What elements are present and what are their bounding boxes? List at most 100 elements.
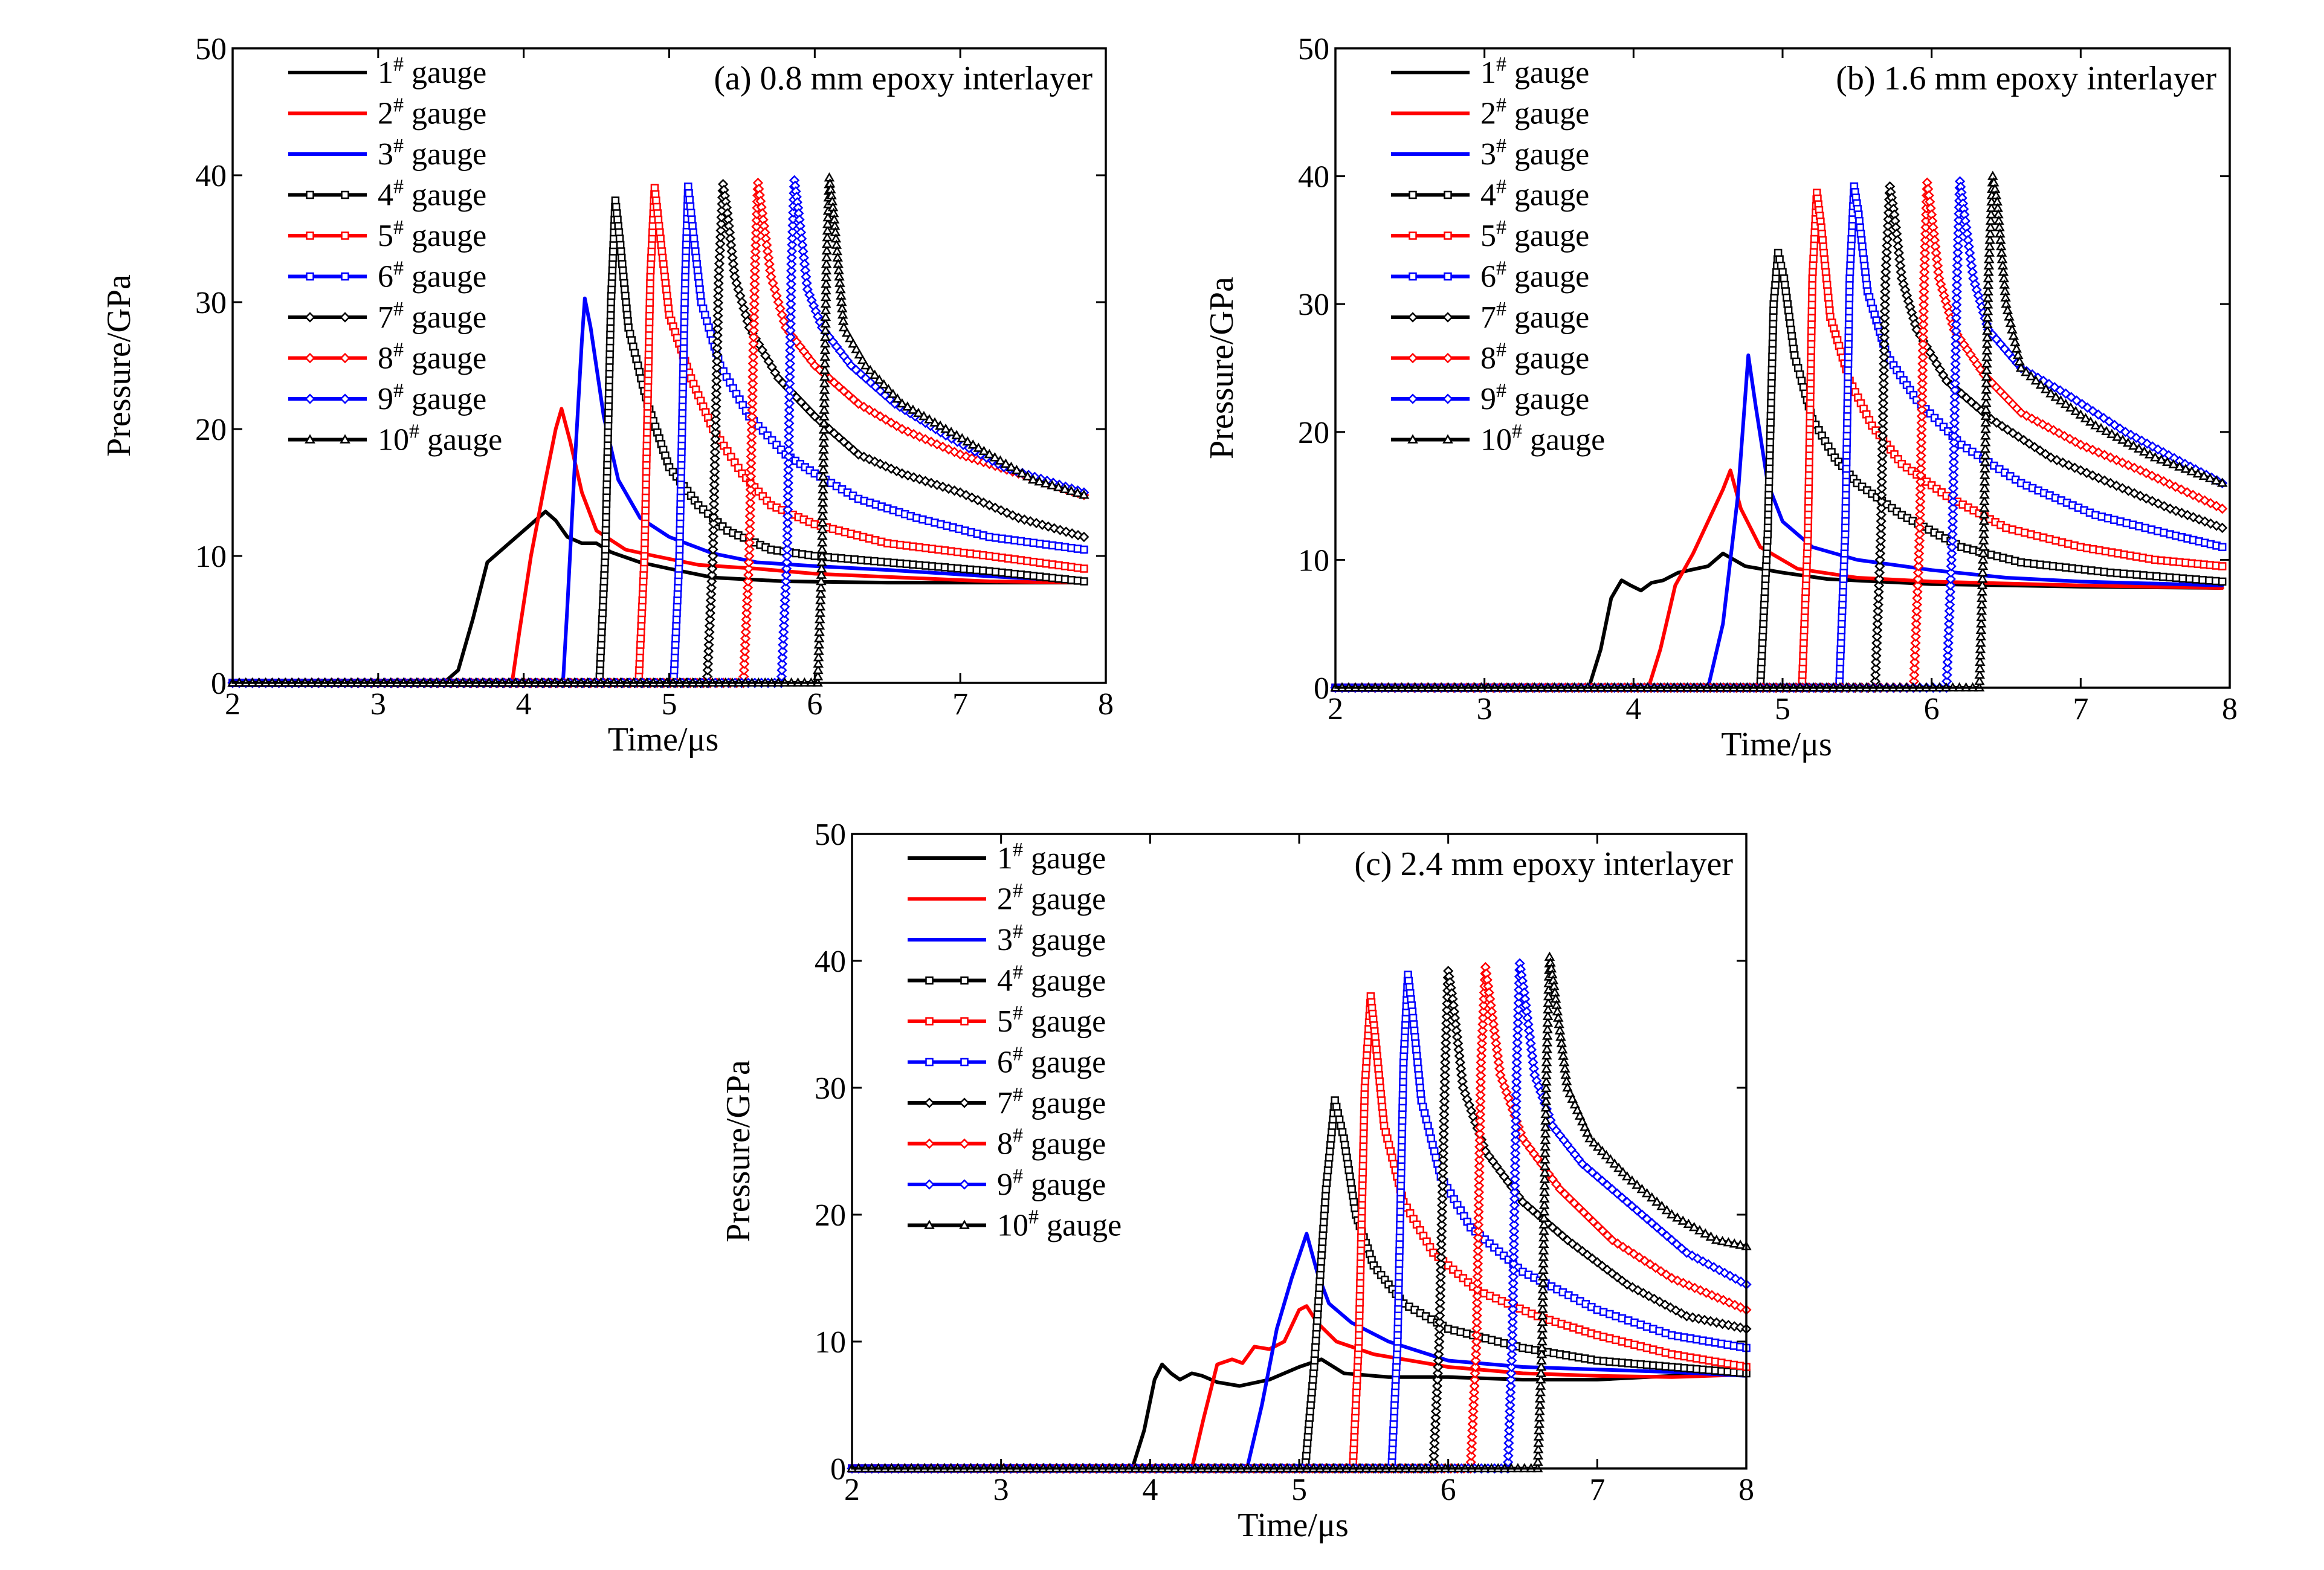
series-marker-10 (1978, 541, 1989, 551)
series-marker-8 (1916, 450, 1926, 461)
series-marker-8 (743, 576, 754, 587)
series-marker-9 (782, 544, 793, 555)
series-marker-6 (678, 402, 687, 411)
legend-marker-4 (1444, 190, 1452, 199)
series-marker-5 (1809, 248, 1818, 257)
legend-marker-9 (305, 393, 315, 404)
series-marker-4 (1319, 1218, 1328, 1227)
series-marker-6 (1841, 497, 1850, 506)
series-marker-4 (1769, 306, 1778, 315)
series-marker-7 (1876, 529, 1887, 540)
series-marker-6 (1842, 477, 1850, 486)
series-group (847, 951, 1752, 1474)
series-marker-9 (1507, 1329, 1518, 1340)
series-marker-5 (1361, 1077, 1369, 1085)
series-marker-5 (1358, 1175, 1367, 1183)
series-marker-4 (1316, 1264, 1325, 1273)
series-marker-8 (741, 607, 752, 619)
series-marker-8 (1474, 1148, 1485, 1159)
series-marker-10 (813, 645, 824, 655)
y-axis-title: Pressure/GPa (1203, 277, 1241, 459)
series-line-8 (850, 965, 1748, 1470)
series-marker-5 (640, 552, 649, 560)
series-marker-10 (819, 398, 830, 407)
series-marker-10 (815, 601, 826, 611)
series-marker-5 (738, 469, 746, 478)
series-marker-7 (1435, 1297, 1445, 1308)
series-marker-10 (818, 424, 830, 434)
series-marker-6 (1843, 418, 1851, 427)
series-marker-9 (1949, 378, 1961, 389)
series-marker-7 (1877, 437, 1888, 448)
series-marker-8 (747, 365, 758, 376)
series-marker-7 (709, 479, 720, 490)
y-tick-label: 0 (1314, 671, 1329, 706)
series-marker-9 (1507, 1323, 1518, 1334)
series-marker-6 (678, 422, 686, 430)
series-marker-8 (1909, 650, 1920, 661)
series-marker-6 (1393, 1331, 1402, 1340)
series-marker-7 (708, 505, 719, 516)
legend-marker-9 (1407, 393, 1418, 404)
y-tick-label: 0 (211, 667, 227, 701)
series-marker-8 (1470, 1349, 1482, 1360)
series-marker-9 (1508, 1297, 1519, 1308)
series-marker-9 (1947, 529, 1958, 540)
series-marker-8 (1913, 561, 1924, 572)
series-marker-5 (1358, 1181, 1367, 1190)
series-marker-4 (1311, 1343, 1320, 1352)
series-marker-6 (1398, 1110, 1407, 1119)
series-marker-8 (1912, 593, 1923, 604)
series-marker-6 (1397, 1162, 1406, 1171)
series-marker-10 (819, 371, 830, 381)
series-marker-7 (1878, 384, 1889, 395)
series-marker-6 (681, 273, 689, 281)
series-marker-10 (1977, 560, 1989, 570)
series-marker-9 (782, 537, 793, 548)
series-marker-7 (1441, 1011, 1452, 1022)
series-marker-8 (1915, 503, 1926, 514)
series-marker-6 (1396, 1220, 1404, 1229)
series-marker-4 (1763, 523, 1772, 532)
series-marker-6 (676, 532, 684, 541)
series-marker-8 (2211, 500, 2222, 511)
series-marker-9 (1947, 515, 1958, 526)
series-marker-6 (1396, 1194, 1405, 1203)
series-marker-5 (1807, 353, 1815, 361)
series-marker-9 (1503, 1444, 1514, 1455)
series-marker-8 (1918, 299, 1929, 310)
series-marker-10 (984, 448, 995, 459)
series-marker-10 (1981, 384, 1992, 394)
series-marker-7 (1877, 404, 1888, 415)
series-marker-5 (1360, 1084, 1369, 1092)
series-marker-8 (1471, 1336, 1482, 1347)
series-marker-7 (1879, 312, 1890, 323)
x-tick-label: 3 (370, 687, 386, 722)
series-marker-7 (2075, 465, 2086, 476)
series-marker-6 (1397, 1155, 1406, 1164)
series-marker-10 (1975, 656, 1986, 666)
series-marker-10 (1079, 489, 1089, 499)
series-marker-5 (643, 415, 652, 424)
series-marker-7 (1442, 998, 1453, 1009)
series-marker-9 (1949, 398, 1960, 409)
series-marker-6 (1395, 1246, 1404, 1255)
series-marker-10 (1982, 318, 1993, 329)
series-marker-10 (1977, 592, 1987, 602)
series-marker-9 (1510, 1128, 1521, 1139)
series-marker-5 (1805, 457, 1813, 467)
series-marker-10 (1974, 676, 1985, 685)
series-marker-9 (1509, 1168, 1520, 1178)
series-marker-9 (1505, 1406, 1515, 1417)
series-marker-7 (705, 614, 715, 625)
series-marker-4 (830, 554, 839, 562)
series-marker-7 (711, 401, 721, 412)
series-marker-5 (1356, 1279, 1364, 1287)
series-marker-7 (1874, 573, 1885, 584)
series-marker-5 (1806, 425, 1814, 434)
series-marker-5 (1806, 366, 1815, 375)
series-marker-10 (1983, 286, 1993, 296)
series-marker-8 (2037, 419, 2048, 430)
series-marker-7 (709, 473, 720, 483)
series-marker-9 (1951, 338, 1961, 349)
